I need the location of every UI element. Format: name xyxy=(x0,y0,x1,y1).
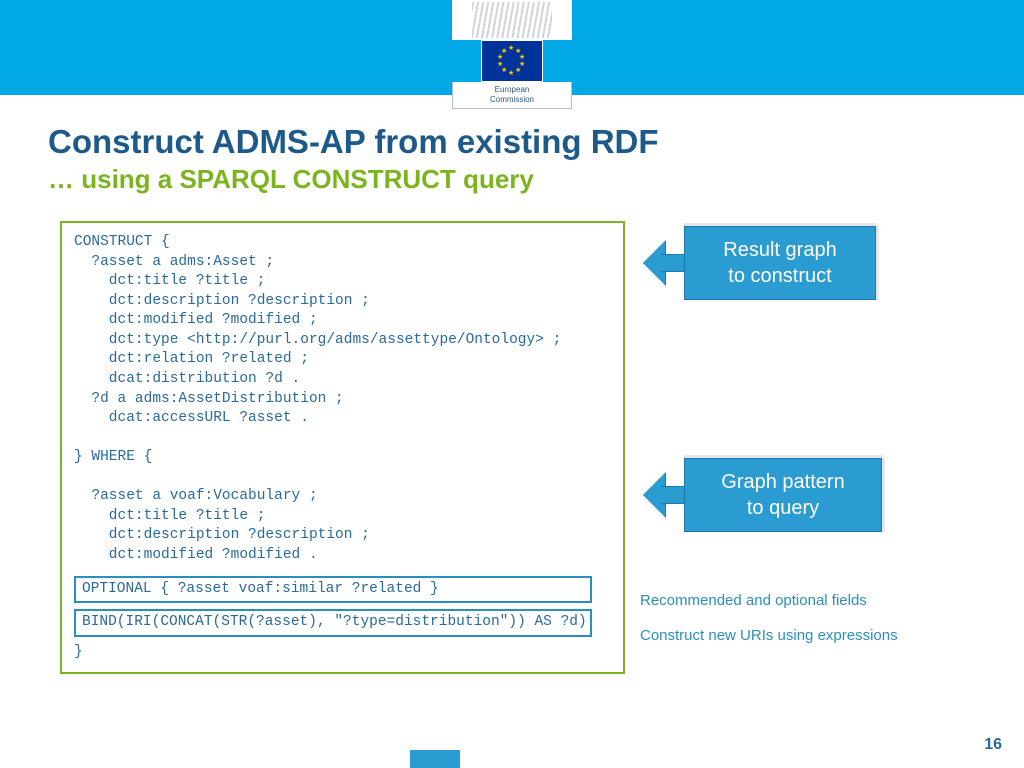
optional-clause-box: OPTIONAL { ?asset voaf:similar ?related … xyxy=(74,576,592,604)
slide-subtitle: … using a SPARQL CONSTRUCT query xyxy=(48,164,976,195)
arrow-icon xyxy=(645,473,685,517)
sparql-code-box: CONSTRUCT { ?asset a adms:Asset ; dct:ti… xyxy=(60,221,625,674)
ec-logo: ★★ ★★ ★★ ★★ ★★ EuropeanCommission xyxy=(452,0,572,109)
commission-label: EuropeanCommission xyxy=(452,82,572,109)
page-number: 16 xyxy=(984,736,1002,754)
code-close: } xyxy=(74,643,611,663)
eu-flag-icon: ★★ ★★ ★★ ★★ ★★ xyxy=(481,40,543,82)
logo-bars-icon xyxy=(452,0,572,40)
note-recommended: Recommended and optional fields xyxy=(640,592,867,609)
code-construct-where: CONSTRUCT { ?asset a adms:Asset ; dct:ti… xyxy=(74,233,611,566)
callout-graph-pattern: Graph pattern to query xyxy=(684,458,882,532)
slide-title: Construct ADMS-AP from existing RDF xyxy=(48,123,976,161)
note-construct-uris: Construct new URIs using expressions xyxy=(640,627,898,644)
footer-accent xyxy=(410,750,460,768)
title-block: Construct ADMS-AP from existing RDF … us… xyxy=(0,95,1024,201)
arrow-icon xyxy=(645,241,685,285)
callout-result-graph: Result graph to construct xyxy=(684,226,876,300)
bind-clause-box: BIND(IRI(CONCAT(STR(?asset), "?type=dist… xyxy=(74,609,592,637)
